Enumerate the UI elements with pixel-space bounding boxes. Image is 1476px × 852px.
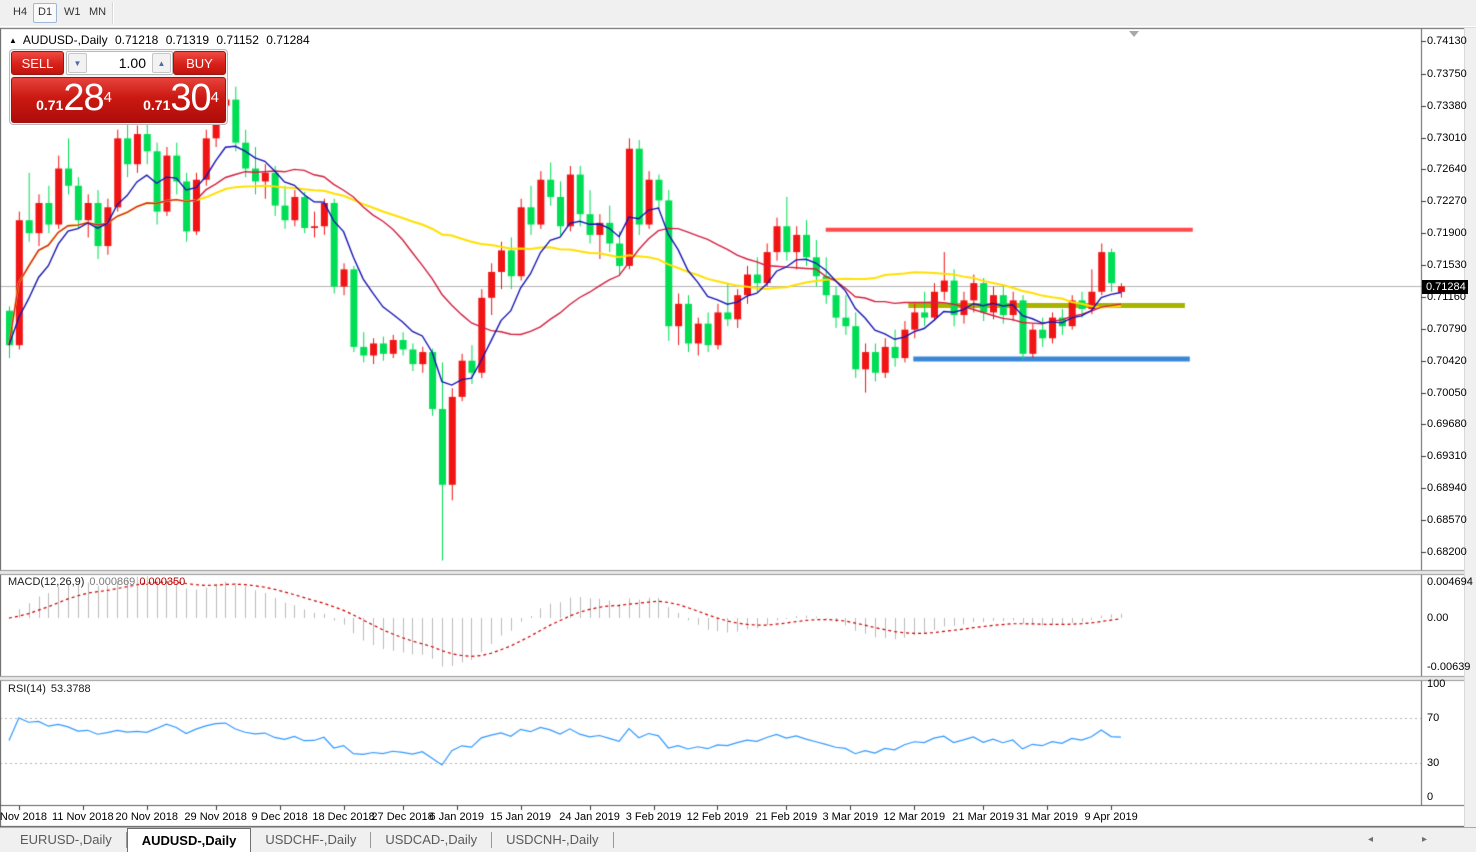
quote-low: 0.71152 xyxy=(216,33,259,47)
macd-axis-label: 0.004694 xyxy=(1427,575,1473,588)
price-axis-label: 0.69310 xyxy=(1427,450,1467,463)
macd-signal-value: 0.000350 xyxy=(139,576,186,588)
chart-shift-marker-icon[interactable] xyxy=(1129,31,1139,37)
price-axis-label: 0.68570 xyxy=(1427,514,1467,527)
rsi-axis-label: 100 xyxy=(1427,678,1446,690)
tab-separator xyxy=(370,832,372,848)
time-axis-label: 9 Apr 2019 xyxy=(1084,811,1138,823)
buy-button[interactable]: BUY xyxy=(173,51,226,75)
time-axis-label: 29 Nov 2018 xyxy=(184,811,247,823)
time-axis-label: 21 Mar 2019 xyxy=(952,811,1015,823)
chart-symbol: AUDUSD-,Daily xyxy=(22,33,108,47)
bid-price-box[interactable]: 0.71284 xyxy=(11,77,119,123)
tab-separator xyxy=(125,832,127,848)
current-price-tag: 0.71284 xyxy=(1422,280,1468,294)
symbol-marker-icon: ▲ xyxy=(9,36,17,45)
price-axis-label: 0.72270 xyxy=(1427,195,1467,208)
rsi-axis-label: 70 xyxy=(1427,711,1440,724)
macd-axis-label: -0.00639 xyxy=(1427,661,1471,674)
tab-scroll-left-icon[interactable]: ◂ xyxy=(1368,834,1374,845)
price-axis-label: 0.72640 xyxy=(1427,163,1467,176)
bid-price-prefix: 0.71 xyxy=(36,97,64,113)
rsi-name: RSI(14) xyxy=(8,683,46,695)
rsi-indicator-label: RSI(14) 53.3788 xyxy=(8,683,91,695)
macd-main-value: 0.000869 xyxy=(89,576,136,588)
sell-button[interactable]: SELL xyxy=(11,51,64,75)
macd-axis-label: 0.00 xyxy=(1427,612,1449,624)
price-axis-label: 0.71530 xyxy=(1427,259,1467,272)
quote-open: 0.71218 xyxy=(114,33,159,47)
chart-tabbar: EURUSD-,Daily AUDUSD-,Daily USDCHF-,Daily U… xyxy=(0,827,1476,852)
time-axis-label: 21 Feb 2019 xyxy=(755,811,818,823)
one-click-trading-panel: SELL ▼ 1.00 ▲ BUY 0.71284 0.71304 xyxy=(9,49,228,125)
bid-price-pips: 28 xyxy=(63,77,104,119)
volume-spinner: ▼ 1.00 ▲ xyxy=(66,51,173,75)
rsi-value: 53.3788 xyxy=(50,683,91,695)
window-right-edge xyxy=(1464,28,1476,827)
time-axis-label: 18 Dec 2018 xyxy=(312,811,375,823)
timeframe-button-mn[interactable]: MN xyxy=(84,3,112,23)
price-axis-label: 0.73750 xyxy=(1427,67,1467,80)
time-axis-label: 12 Mar 2019 xyxy=(883,811,946,823)
time-axis-label: 3 Mar 2019 xyxy=(822,811,879,823)
time-axis-label: 27 Dec 2018 xyxy=(371,811,434,823)
toolbar-separator xyxy=(112,2,114,24)
timeframe-button-h4[interactable]: H4 xyxy=(8,3,33,23)
timeframe-button-w1[interactable]: W1 xyxy=(59,3,86,23)
quote-high: 0.71319 xyxy=(165,33,210,47)
tab-separator xyxy=(491,832,493,848)
time-axis-label: 15 Jan 2019 xyxy=(490,811,551,823)
tab-eurusd[interactable]: EURUSD-,Daily xyxy=(20,832,112,847)
tab-audusd[interactable]: AUDUSD-,Daily xyxy=(126,828,252,852)
time-axis-label: 1 Nov 2018 xyxy=(0,811,47,823)
tab-scroll-right-icon[interactable]: ▸ xyxy=(1422,834,1428,845)
time-axis-label: 24 Jan 2019 xyxy=(559,811,620,823)
macd-indicator-label: MACD(12,26,9) 0.000869 0.000350 xyxy=(8,576,185,588)
timeframe-toolbar: H4 D1 W1 MN xyxy=(0,0,1476,27)
price-axis-label: 0.74130 xyxy=(1427,35,1467,47)
bid-price-point: 4 xyxy=(103,88,112,106)
price-axis-label: 0.73010 xyxy=(1427,131,1467,144)
volume-input[interactable]: 1.00 xyxy=(118,55,146,71)
rsi-axis-label: 0 xyxy=(1427,791,1434,803)
timeframe-button-d1[interactable]: D1 xyxy=(33,3,58,23)
price-axis-label: 0.68200 xyxy=(1427,545,1467,558)
price-axis-label: 0.70050 xyxy=(1427,386,1467,399)
ask-price-box[interactable]: 0.71304 xyxy=(118,77,226,123)
time-axis-label: 11 Nov 2018 xyxy=(52,811,114,823)
tab-usdchf[interactable]: USDCHF-,Daily xyxy=(265,832,357,847)
price-axis-label: 0.70420 xyxy=(1427,354,1467,367)
ask-price-prefix: 0.71 xyxy=(143,97,171,113)
quote-close: 0.71284 xyxy=(266,33,310,47)
tab-usdcad[interactable]: USDCAD-,Daily xyxy=(385,832,478,847)
price-axis-label: 0.73380 xyxy=(1427,99,1467,112)
time-axis-label: 6 Jan 2019 xyxy=(429,811,484,823)
time-axis-label: 31 Mar 2019 xyxy=(1016,811,1078,823)
volume-decrease-icon[interactable]: ▼ xyxy=(68,53,87,73)
macd-name: MACD(12,26,9) xyxy=(8,576,85,588)
volume-increase-icon[interactable]: ▲ xyxy=(152,53,171,73)
time-axis-label: 12 Feb 2019 xyxy=(686,811,749,823)
chart-title: ▲ AUDUSD-,Daily 0.71218 0.71319 0.71152 0… xyxy=(9,33,314,47)
tab-usdcnh[interactable]: USDCNH-,Daily xyxy=(506,832,599,847)
price-axis-label: 0.69680 xyxy=(1427,418,1467,431)
price-axis-label: 0.70790 xyxy=(1427,322,1467,335)
ask-price-pips: 30 xyxy=(170,77,211,119)
time-axis-label: 9 Dec 2018 xyxy=(251,811,308,823)
ask-price-point: 4 xyxy=(210,88,219,106)
price-axis-label: 0.71900 xyxy=(1427,227,1467,240)
time-axis-label: 20 Nov 2018 xyxy=(115,811,178,823)
tab-separator xyxy=(612,832,614,848)
time-axis-label: 3 Feb 2019 xyxy=(625,811,682,823)
price-axis-label: 0.68940 xyxy=(1427,482,1467,495)
rsi-axis-label: 30 xyxy=(1427,757,1440,770)
